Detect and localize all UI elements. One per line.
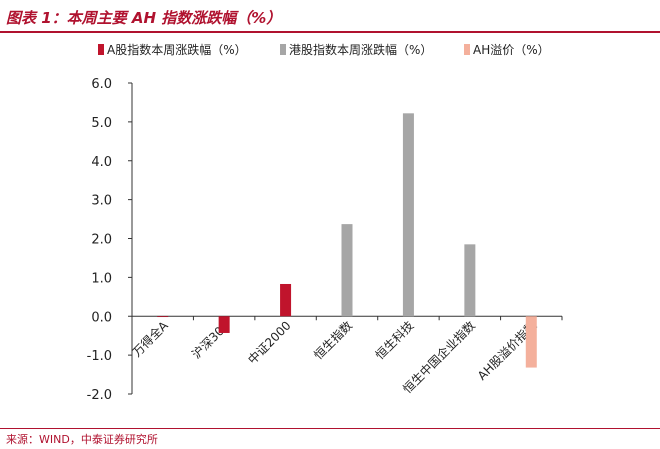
bar — [157, 316, 169, 318]
bar-series-group — [157, 113, 537, 368]
y-tick-label: 4.0 — [91, 155, 112, 170]
bar — [464, 244, 476, 317]
legend-label: A股指数本周涨跌幅（%） — [107, 42, 247, 57]
x-tick-label: 中证2000 — [245, 318, 294, 367]
legend-label: AH溢价（%） — [473, 43, 550, 57]
y-tick-label: 3.0 — [91, 194, 112, 209]
y-axis: -2.0 -1.0 0.0 1.0 2.0 3.0 4.0 5.0 6.0 — [87, 77, 133, 403]
source-note: 来源：WIND，中泰证券研究所 — [6, 433, 158, 446]
y-tick-label: 6.0 — [91, 77, 112, 92]
y-tick-label: -1.0 — [87, 349, 112, 364]
legend-label: 港股指数本周涨跌幅（%） — [289, 42, 432, 57]
y-tick-label: 1.0 — [91, 271, 112, 286]
bar — [525, 316, 537, 368]
y-tick-label: -2.0 — [87, 388, 112, 403]
bar — [341, 224, 353, 317]
bar — [280, 283, 292, 317]
y-tick-label: 5.0 — [91, 116, 112, 131]
title-rule — [0, 31, 660, 33]
legend-swatch — [280, 44, 286, 55]
bar-chart: A股指数本周涨跌幅（%） 港股指数本周涨跌幅（%） AH溢价（%） -2.0 -1.0… — [87, 42, 563, 403]
chart-legend: A股指数本周涨跌幅（%） 港股指数本周涨跌幅（%） AH溢价（%） — [98, 42, 550, 57]
figure-title: 图表 1：本周主要 AH 指数涨跌幅（%） — [6, 9, 282, 27]
source-rule — [0, 428, 660, 429]
figure-header: 图表 1：本周主要 AH 指数涨跌幅（%） — [0, 0, 660, 33]
bar — [402, 113, 414, 317]
y-tick-label: 2.0 — [91, 233, 112, 248]
legend-swatch — [98, 44, 104, 55]
bar — [218, 316, 230, 333]
x-tick-label: 万得全A — [129, 317, 171, 359]
legend-swatch — [464, 44, 470, 55]
x-tick-label: 恒生科技 — [373, 318, 417, 362]
x-tick-label: 恒生指数 — [311, 318, 356, 363]
y-tick-label: 0.0 — [91, 310, 112, 325]
